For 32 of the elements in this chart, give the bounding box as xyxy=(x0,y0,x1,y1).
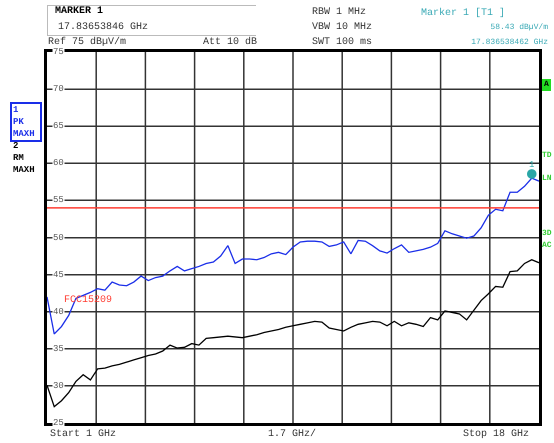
text: Start 1 GHz xyxy=(50,429,116,441)
y-tick-label: 45 xyxy=(53,270,64,280)
y-tick-label: 50 xyxy=(53,233,64,243)
y-tick-label: 30 xyxy=(53,381,64,391)
y-tick-label: 75 xyxy=(53,47,64,57)
text: SWT 100 ms xyxy=(312,37,372,49)
y-tick-label: 25 xyxy=(53,418,64,428)
text: A xyxy=(542,79,551,91)
text: LN xyxy=(542,173,552,185)
y-tick-label: 55 xyxy=(53,195,64,205)
text: VBW 10 MHz xyxy=(312,22,372,34)
text: TD xyxy=(542,150,552,162)
y-tick-label: 65 xyxy=(53,121,64,131)
text: 58.43 dBµV/m xyxy=(490,22,548,34)
text: Stop 18 GHz xyxy=(463,429,530,441)
y-tick-label: 70 xyxy=(53,84,64,94)
text: Marker 1 [T1 ] xyxy=(420,8,505,20)
y-tick-label: 35 xyxy=(53,344,64,354)
text: AC xyxy=(542,240,552,252)
y-tick-label: 40 xyxy=(53,307,64,317)
text: 17.83653846 GHz xyxy=(58,22,148,34)
line-series xyxy=(47,259,539,408)
text: 1 PK MAXH xyxy=(10,102,42,142)
text: 3D xyxy=(542,228,552,240)
text: RBW 1 MHz xyxy=(312,7,366,19)
text: Ref 75 dBµV/m xyxy=(48,37,126,48)
text: Att 10 dB xyxy=(203,37,258,49)
text: 1.7 GHz/ xyxy=(268,429,316,441)
text: MARKER 1 xyxy=(55,6,104,18)
text: 2 RM MAXH xyxy=(12,140,36,176)
y-tick-label: 60 xyxy=(53,158,64,168)
text: 17.836538462 GHz xyxy=(471,37,548,49)
